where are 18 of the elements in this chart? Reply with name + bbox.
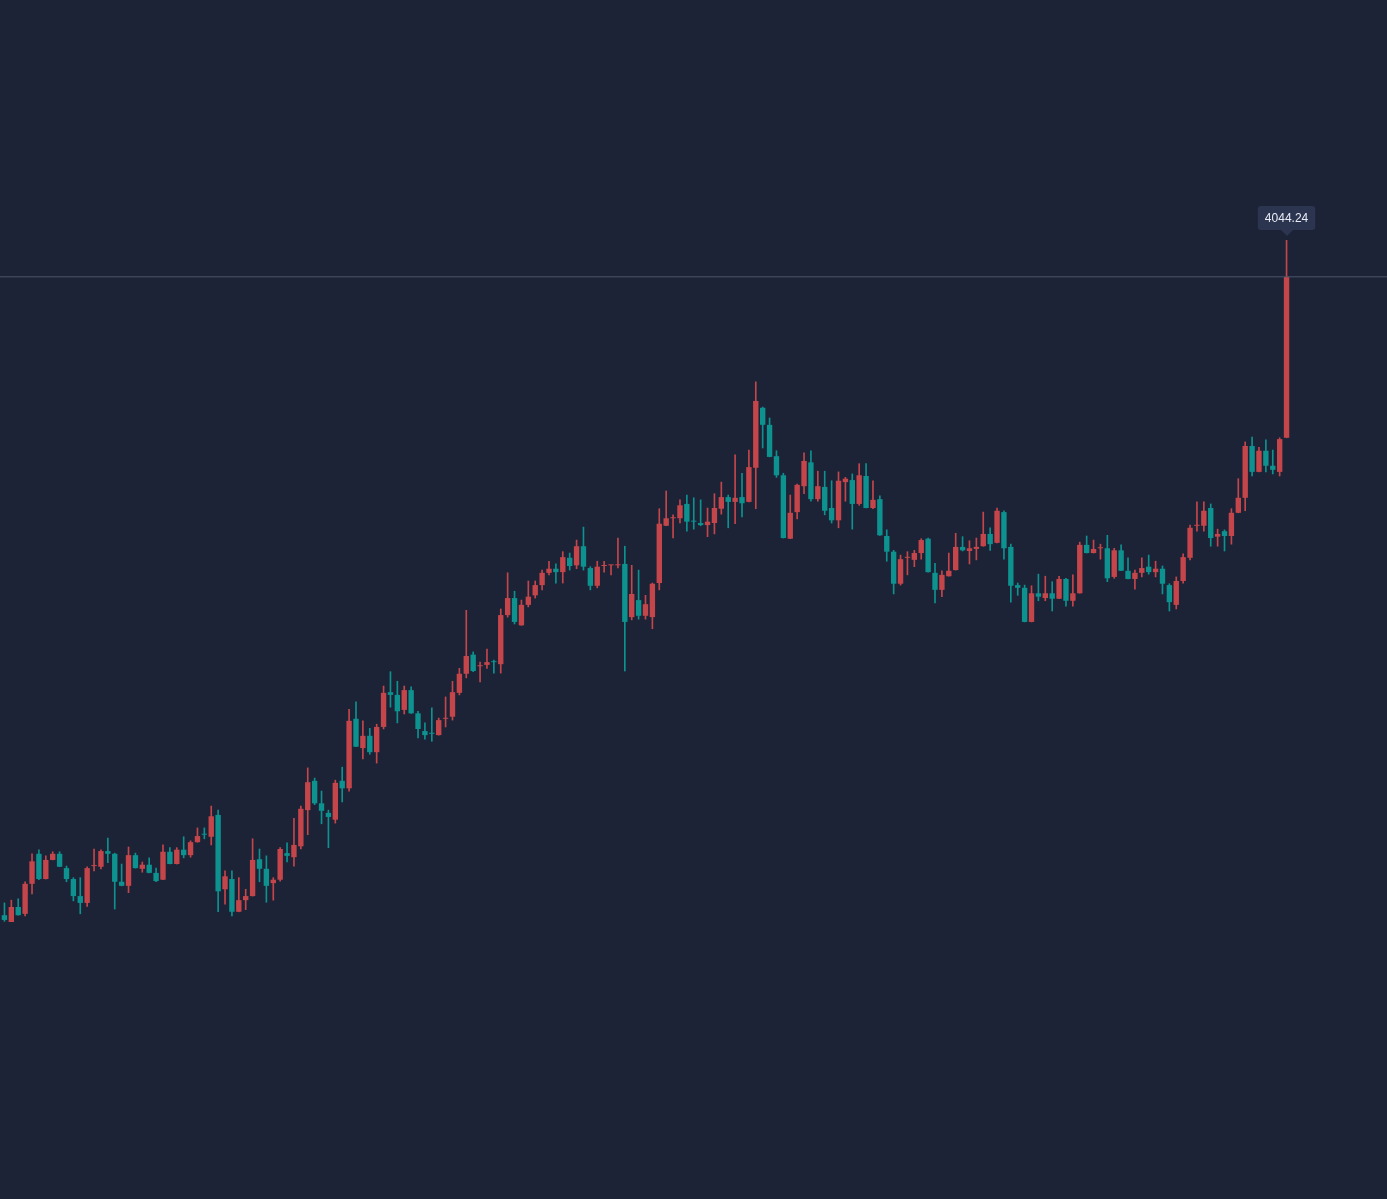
candlestick xyxy=(1049,581,1055,612)
candlestick xyxy=(1042,575,1048,602)
candlestick xyxy=(284,842,290,863)
candlestick xyxy=(105,837,111,863)
candlestick xyxy=(243,888,249,911)
candlestick xyxy=(1070,574,1076,607)
candlestick xyxy=(553,563,559,584)
annotation: 4044.24 xyxy=(1264,211,1309,226)
candlestick xyxy=(491,659,497,674)
candlestick xyxy=(601,560,607,573)
candlestick xyxy=(484,648,490,669)
candlestick xyxy=(739,472,745,518)
candlestick xyxy=(1139,557,1145,578)
candlestick xyxy=(1270,449,1276,475)
candlestick xyxy=(477,661,483,683)
candlestick xyxy=(732,454,738,525)
candlestick xyxy=(725,494,731,529)
candlestick xyxy=(77,877,83,915)
